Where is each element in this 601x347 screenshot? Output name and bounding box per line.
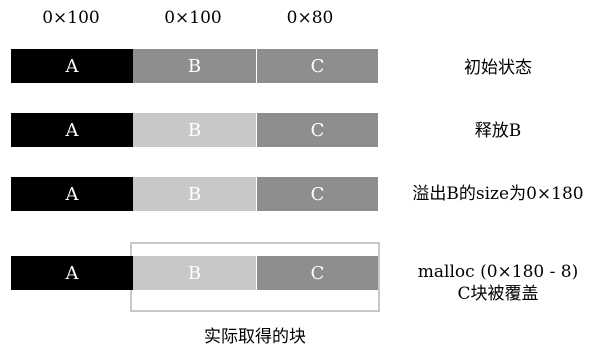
block-a: A: [11, 113, 133, 147]
memory-row-initial: A B C: [11, 49, 378, 83]
row-note-malloc-line2: C块被覆盖: [457, 284, 539, 304]
block-a: A: [11, 49, 133, 83]
size-label-a: 0×100: [42, 8, 100, 28]
memory-row-free-b: A B C: [11, 113, 378, 147]
row-note-overflow: 溢出B的size为0×180: [412, 184, 584, 204]
acquired-chunk-caption: 实际取得的块: [204, 327, 306, 347]
block-b: B: [133, 49, 256, 83]
block-c: C: [256, 49, 378, 83]
memory-row-overflow: A B C: [11, 177, 378, 211]
block-b-freed: B: [133, 113, 256, 147]
row-note-malloc: malloc (0×180 - 8) C块被覆盖: [395, 261, 601, 305]
memory-row-malloc: A B C: [11, 256, 378, 290]
block-c: C: [256, 113, 378, 147]
block-b-freed: B: [133, 256, 256, 290]
block-c: C: [256, 256, 378, 290]
block-b-freed: B: [133, 177, 256, 211]
size-label-b: 0×100: [164, 8, 222, 28]
size-label-c: 0×80: [286, 8, 334, 28]
row-note-initial: 初始状态: [464, 58, 532, 78]
block-a: A: [11, 177, 133, 211]
block-a: A: [11, 256, 133, 290]
row-note-malloc-line1: malloc (0×180 - 8): [417, 262, 579, 282]
row-note-free-b: 释放B: [474, 121, 522, 141]
block-c: C: [256, 177, 378, 211]
